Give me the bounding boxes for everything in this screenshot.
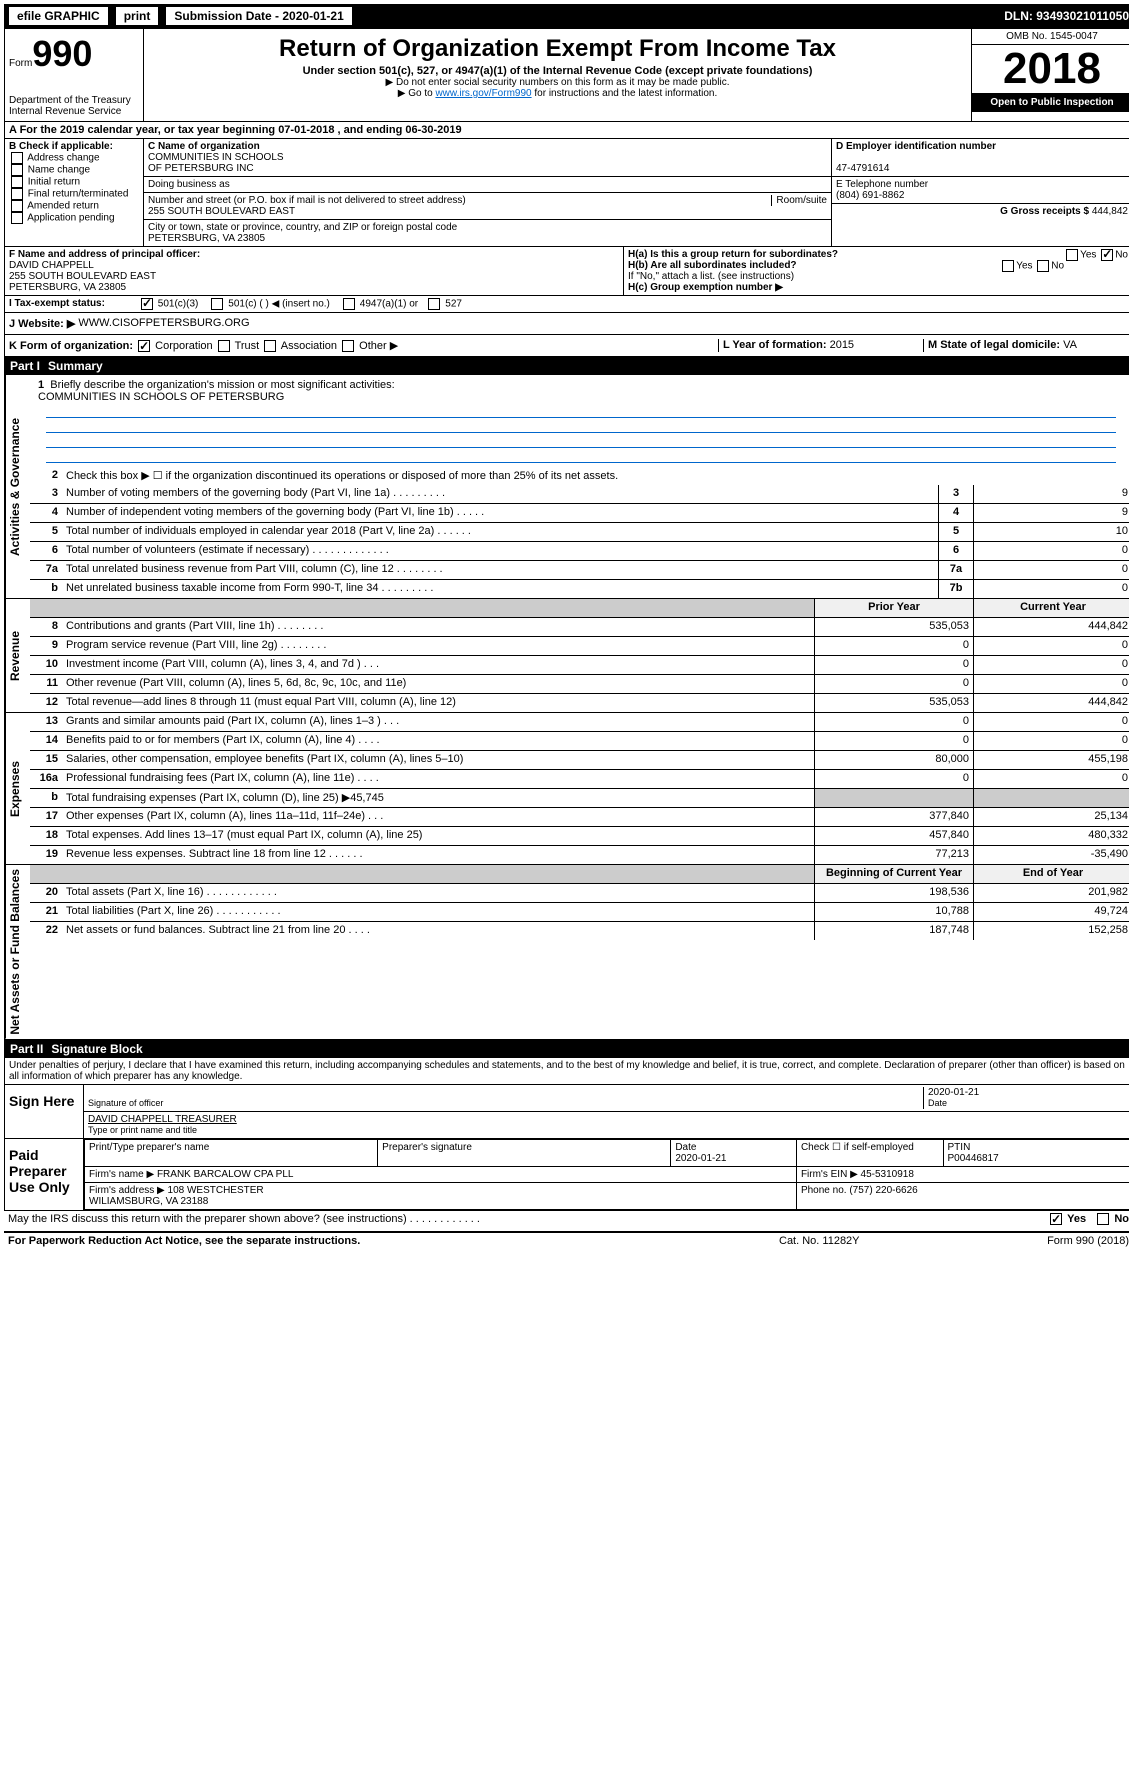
open-public: Open to Public Inspection	[972, 93, 1129, 112]
note-goto: ▶ Go to www.irs.gov/Form990 for instruct…	[148, 88, 967, 99]
box-d-label: D Employer identification number	[836, 141, 996, 152]
print-btn[interactable]: print	[115, 6, 160, 26]
section-b-c-d: B Check if applicable: Address change Na…	[4, 139, 1129, 247]
box-c: C Name of organization COMMUNITIES IN SC…	[144, 139, 831, 246]
top-bar: efile GRAPHIC print Submission Date - 20…	[4, 4, 1129, 28]
gross-receipts: 444,842	[1092, 206, 1128, 217]
chk-pending[interactable]: Application pending	[9, 212, 139, 224]
dba-row: Doing business as	[144, 177, 831, 193]
part-ii-header: Part II Signature Block	[4, 1040, 1129, 1058]
header-right-box: OMB No. 1545-0047 2018 Open to Public In…	[971, 29, 1129, 121]
dept-treasury: Department of the Treasury Internal Reve…	[9, 95, 139, 117]
row-j: J Website: ▶ WWW.CISOFPETERSBURG.ORG	[4, 313, 1129, 335]
box-c-label: C Name of organization	[148, 141, 260, 152]
row-a-taxyear: A For the 2019 calendar year, or tax yea…	[4, 122, 1129, 139]
box-b: B Check if applicable: Address change Na…	[5, 139, 144, 246]
row-i: I Tax-exempt status: 501(c)(3) 501(c) ( …	[4, 296, 1129, 313]
box-h: H(a) Is this a group return for subordin…	[624, 247, 1129, 295]
netassets-label: Net Assets or Fund Balances	[5, 865, 30, 1039]
website: WWW.CISOFPETERSBURG.ORG	[78, 317, 249, 330]
part-i-header: Part I Summary	[4, 357, 1129, 375]
city-row: City or town, state or province, country…	[144, 220, 831, 246]
paperwork-notice: For Paperwork Reduction Act Notice, see …	[8, 1235, 779, 1247]
irs-link[interactable]: www.irs.gov/Form990	[435, 88, 531, 99]
firm-name: FRANK BARCALOW CPA PLL	[157, 1169, 294, 1180]
mission-text: COMMUNITIES IN SCHOOLS OF PETERSBURG	[38, 391, 284, 403]
summary-governance: Activities & Governance 1 Briefly descri…	[4, 375, 1129, 599]
officer-signed: DAVID CHAPPELL TREASURER	[88, 1114, 237, 1125]
tax-year: 2018	[972, 45, 1129, 93]
officer-addr1: 255 SOUTH BOULEVARD EAST	[9, 271, 156, 282]
chk-final[interactable]: Final return/terminated	[9, 188, 139, 200]
omb-number: OMB No. 1545-0047	[972, 29, 1129, 45]
revenue-label: Revenue	[5, 599, 30, 712]
signature-block: Under penalties of perjury, I declare th…	[4, 1058, 1129, 1211]
form-ref: Form 990 (2018)	[979, 1235, 1129, 1247]
page-footer: For Paperwork Reduction Act Notice, see …	[4, 1231, 1129, 1249]
subdate-btn: Submission Date - 2020-01-21	[165, 6, 352, 26]
form-number-box: Form990 Department of the Treasury Inter…	[5, 29, 144, 121]
header-title-box: Return of Organization Exempt From Incom…	[144, 29, 971, 121]
officer-name: DAVID CHAPPELL	[9, 260, 94, 271]
addr-row: Number and street (or P.O. box if mail i…	[144, 193, 831, 220]
dln: DLN: 93493021011050	[1004, 9, 1129, 23]
row-k-l-m: K Form of organization: Corporation Trus…	[4, 335, 1129, 357]
form-label: Form	[9, 58, 32, 69]
summary-netassets: Net Assets or Fund Balances Beginning of…	[4, 865, 1129, 1040]
expenses-label: Expenses	[5, 713, 30, 864]
section-f-h: F Name and address of principal officer:…	[4, 247, 1129, 296]
box-f: F Name and address of principal officer:…	[5, 247, 624, 295]
chk-address[interactable]: Address change	[9, 152, 139, 164]
note-ssn: ▶ Do not enter social security numbers o…	[148, 77, 967, 88]
governance-label: Activities & Governance	[5, 375, 30, 598]
chk-amended[interactable]: Amended return	[9, 200, 139, 212]
form-subtitle: Under section 501(c), 527, or 4947(a)(1)…	[148, 65, 967, 77]
summary-revenue: Revenue Prior YearCurrent Year 8Contribu…	[4, 599, 1129, 713]
perjury-statement: Under penalties of perjury, I declare th…	[5, 1058, 1129, 1085]
ein: 47-4791614	[836, 163, 889, 174]
box-g-label: G Gross receipts $	[1000, 206, 1089, 217]
org-name: COMMUNITIES IN SCHOOLS OF PETERSBURG INC	[148, 152, 284, 174]
box-d-e-g: D Employer identification number 47-4791…	[831, 139, 1129, 246]
box-e-label: E Telephone number	[836, 179, 928, 190]
summary-expenses: Expenses 13Grants and similar amounts pa…	[4, 713, 1129, 865]
form-990: 990	[32, 33, 92, 74]
officer-addr2: PETERSBURG, VA 23805	[9, 282, 126, 293]
org-city: PETERSBURG, VA 23805	[148, 233, 265, 244]
chk-initial[interactable]: Initial return	[9, 176, 139, 188]
phone: (804) 691-8862	[836, 190, 904, 201]
sign-here-label: Sign Here	[5, 1085, 84, 1138]
efile-btn[interactable]: efile GRAPHIC	[8, 6, 109, 26]
chk-name[interactable]: Name change	[9, 164, 139, 176]
preparer-table: Print/Type preparer's name Preparer's si…	[84, 1139, 1129, 1210]
paid-preparer-label: Paid Preparer Use Only	[5, 1139, 84, 1210]
form-title: Return of Organization Exempt From Incom…	[148, 35, 967, 63]
box-b-label: B Check if applicable:	[9, 141, 113, 152]
header-row: Form990 Department of the Treasury Inter…	[4, 28, 1129, 122]
org-street: 255 SOUTH BOULEVARD EAST	[148, 206, 295, 217]
cat-no: Cat. No. 11282Y	[779, 1235, 979, 1247]
may-irs-discuss: May the IRS discuss this return with the…	[4, 1211, 1129, 1227]
